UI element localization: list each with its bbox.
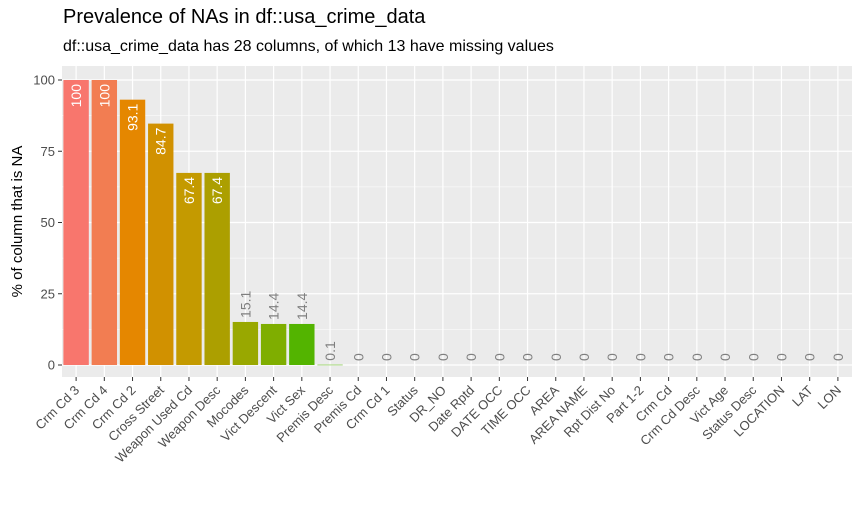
bar-value-label: 0 [802,353,818,361]
bar [119,99,146,365]
bar-value-label: 84.7 [153,127,169,154]
bar [289,323,315,365]
bar-value-label: 0 [378,353,394,361]
bar [232,321,259,365]
bar-value-label: 0 [689,353,705,361]
bar-value-label: 0 [463,353,479,361]
bar-value-label: 15.1 [237,291,253,318]
bar-value-label: 0 [773,353,789,361]
bar-value-label: 100 [96,84,112,108]
bar [317,364,343,366]
bar-value-label: 0 [350,353,366,361]
bar-value-label: 14.4 [266,292,282,319]
bar-value-label: 0 [548,353,564,361]
bar [63,80,89,365]
bar-value-label: 0 [745,353,761,361]
chart-title: Prevalence of NAs in df::usa_crime_data [63,6,426,28]
bar-value-label: 0 [717,353,733,361]
bar-value-label: 0 [407,353,423,361]
bar-value-label: 100 [68,84,84,108]
y-tick-label: 100 [33,73,55,88]
bar-value-label: 0 [604,353,620,361]
y-tick-label: 50 [41,215,55,230]
bar-value-label: 0.1 [322,341,338,361]
bar [204,172,230,365]
bar-value-label: 0 [661,353,677,361]
bar-value-label: 0 [830,353,846,361]
bar-value-label: 67.4 [209,177,225,204]
bar-value-label: 0 [435,353,451,361]
y-tick-label: 25 [41,286,55,301]
y-axis-title: % of column that is NA [9,146,26,298]
y-tick-label: 0 [48,358,55,373]
bar-value-label: 67.4 [181,177,197,204]
x-tick-label: LAT [789,382,816,409]
bar [260,323,287,365]
y-tick-label: 75 [41,144,55,159]
bar-value-label: 93.1 [125,103,141,130]
bar [148,123,174,365]
bar [176,172,202,365]
bar-value-label: 0 [576,353,592,361]
chart-subtitle: df::usa_crime_data has 28 columns, of wh… [63,38,554,55]
bar-value-label: 0 [632,353,648,361]
bar [91,80,118,365]
bar-value-label: 0 [520,353,536,361]
bar-value-label: 0 [491,353,507,361]
bar-value-label: 14.4 [294,292,310,319]
x-tick-label: LON [815,383,845,413]
